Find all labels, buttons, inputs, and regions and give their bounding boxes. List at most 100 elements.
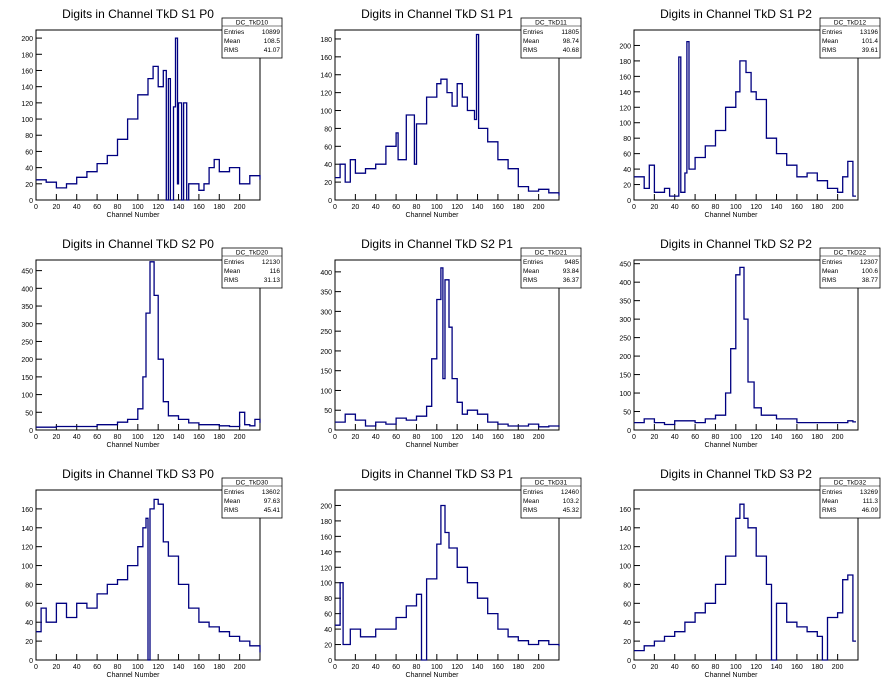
y-tick-label: 20 <box>25 639 33 646</box>
x-tick-label: 100 <box>132 664 144 671</box>
stats-frame <box>819 17 881 59</box>
x-tick-label: 120 <box>750 204 762 211</box>
panel-title: Digits in Channel TkD S2 P0 <box>62 237 214 251</box>
y-tick-label: 50 <box>324 408 332 415</box>
stats-rms-label: RMS <box>822 507 837 514</box>
stats-rms-value: 41.07 <box>264 47 281 54</box>
y-tick-label: 180 <box>320 37 332 44</box>
stats-entries-value: 11805 <box>561 29 579 36</box>
stats-rms-label: RMS <box>224 47 239 54</box>
y-tick-label: 0 <box>328 658 332 665</box>
x-tick-label: 120 <box>750 664 762 671</box>
y-tick-label: 80 <box>623 582 631 589</box>
x-tick-label: 0 <box>632 204 636 211</box>
y-tick-label: 160 <box>320 534 332 541</box>
y-tick-label: 100 <box>320 581 332 588</box>
y-tick-label: 20 <box>25 182 33 189</box>
stats-entries-label: Entries <box>822 489 843 496</box>
y-tick-label: 80 <box>25 133 33 140</box>
y-tick-label: 0 <box>29 198 33 205</box>
panel-title: Digits in Channel TkD S3 P2 <box>660 467 812 481</box>
y-tick-label: 40 <box>623 620 631 627</box>
histogram-panel-1: Digits in Channel TkD S1 P0 0 20 40 60 80 100 1… <box>21 7 283 219</box>
y-tick-label: 20 <box>324 643 332 650</box>
x-tick-label: 80 <box>114 204 122 211</box>
stats-entries-value: 13269 <box>860 489 878 496</box>
y-tick-label: 100 <box>21 117 33 124</box>
stats-box: DC_TkD10 Entries 10899 Mean 108.5 RMS 41.07 <box>221 17 283 59</box>
x-tick-label: 160 <box>492 204 504 211</box>
stats-box: DC_TkD21 Entries 9485 Mean 93.84 RMS 36.37 <box>520 247 582 289</box>
x-tick-label: 160 <box>791 204 803 211</box>
x-tick-label: 120 <box>152 204 164 211</box>
stats-entries-label: Entries <box>523 489 544 496</box>
stats-mean-value: 98.74 <box>563 38 580 45</box>
plot-frame <box>633 29 859 201</box>
stats-frame <box>819 247 881 289</box>
x-tick-label: 40 <box>372 664 380 671</box>
panel-title: Digits in Channel TkD S2 P2 <box>660 237 812 251</box>
stats-name: DC_TkD30 <box>236 480 269 487</box>
y-tick-label: 80 <box>25 582 33 589</box>
y-tick-label: 200 <box>21 357 33 364</box>
y-tick-label: 150 <box>320 369 332 376</box>
x-tick-label: 160 <box>492 664 504 671</box>
y-tick-label: 160 <box>21 507 33 514</box>
stats-frame <box>221 17 283 59</box>
x-axis-label: Channel Number <box>705 442 759 449</box>
y-tick-label: 160 <box>21 68 33 75</box>
stats-box: DC_TkD31 Entries 12460 Mean 103.2 RMS 45.32 <box>520 477 582 519</box>
x-tick-label: 80 <box>413 664 421 671</box>
y-tick-label: 140 <box>21 85 33 92</box>
stats-mean-label: Mean <box>523 268 540 275</box>
x-tick-label: 60 <box>691 664 699 671</box>
histogram-series <box>335 33 560 196</box>
stats-box: DC_TkD20 Entries 12130 Mean 116 RMS 31.13 <box>221 247 283 289</box>
stats-rms-value: 45.41 <box>264 507 281 514</box>
x-tick-label: 120 <box>451 204 463 211</box>
histogram-panel-4: Digits in Channel TkD S2 P00501001502002… <box>21 237 283 449</box>
stats-name: DC_TkD31 <box>535 480 568 487</box>
stats-rms-value: 31.13 <box>264 277 281 284</box>
x-tick-label: 80 <box>712 664 720 671</box>
y-tick-label: 50 <box>25 410 33 417</box>
stats-entries-label: Entries <box>822 29 843 36</box>
x-tick-label: 60 <box>392 204 400 211</box>
stats-entries-value: 12460 <box>561 489 579 496</box>
stats-box: DC_TkD12 Entries 13196 Mean 101.4 RMS 39.61 <box>819 17 881 59</box>
histogram-panel-3: Digits in Channel TkD S1 P2 0 20 40 60 80 100 1… <box>619 7 881 219</box>
stats-rms-value: 36.37 <box>563 277 580 284</box>
y-tick-label: 200 <box>21 36 33 43</box>
x-tick-label: 40 <box>372 204 380 211</box>
x-tick-label: 180 <box>811 664 823 671</box>
x-tick-label: 60 <box>93 204 101 211</box>
stats-mean-value: 103.2 <box>563 498 580 505</box>
panel-title: Digits in Channel TkD S2 P1 <box>361 237 513 251</box>
stats-mean-value: 111.3 <box>863 498 879 505</box>
x-tick-label: 40 <box>73 664 81 671</box>
y-tick-label: 40 <box>25 166 33 173</box>
plot-frame <box>334 489 560 661</box>
stats-mean-value: 97.63 <box>264 498 281 505</box>
y-tick-label: 0 <box>627 658 631 665</box>
stats-entries-value: 12130 <box>262 259 280 266</box>
x-tick-label: 80 <box>114 664 122 671</box>
y-tick-label: 180 <box>619 59 631 66</box>
y-tick-label: 20 <box>324 180 332 187</box>
x-tick-label: 120 <box>152 664 164 671</box>
x-tick-label: 180 <box>811 434 823 441</box>
x-tick-label: 200 <box>832 204 844 211</box>
stats-mean-value: 116 <box>270 268 281 275</box>
x-tick-label: 0 <box>632 664 636 671</box>
y-tick-label: 350 <box>320 290 332 297</box>
plot-frame <box>334 259 560 431</box>
histogram-series <box>36 498 261 661</box>
stats-rms-value: 38.77 <box>862 277 879 284</box>
stats-mean-label: Mean <box>822 268 839 275</box>
y-tick-label: 60 <box>25 149 33 156</box>
plot-frame <box>633 489 859 661</box>
x-tick-label: 60 <box>392 664 400 671</box>
y-tick-label: 100 <box>21 393 33 400</box>
x-tick-label: 160 <box>791 664 803 671</box>
